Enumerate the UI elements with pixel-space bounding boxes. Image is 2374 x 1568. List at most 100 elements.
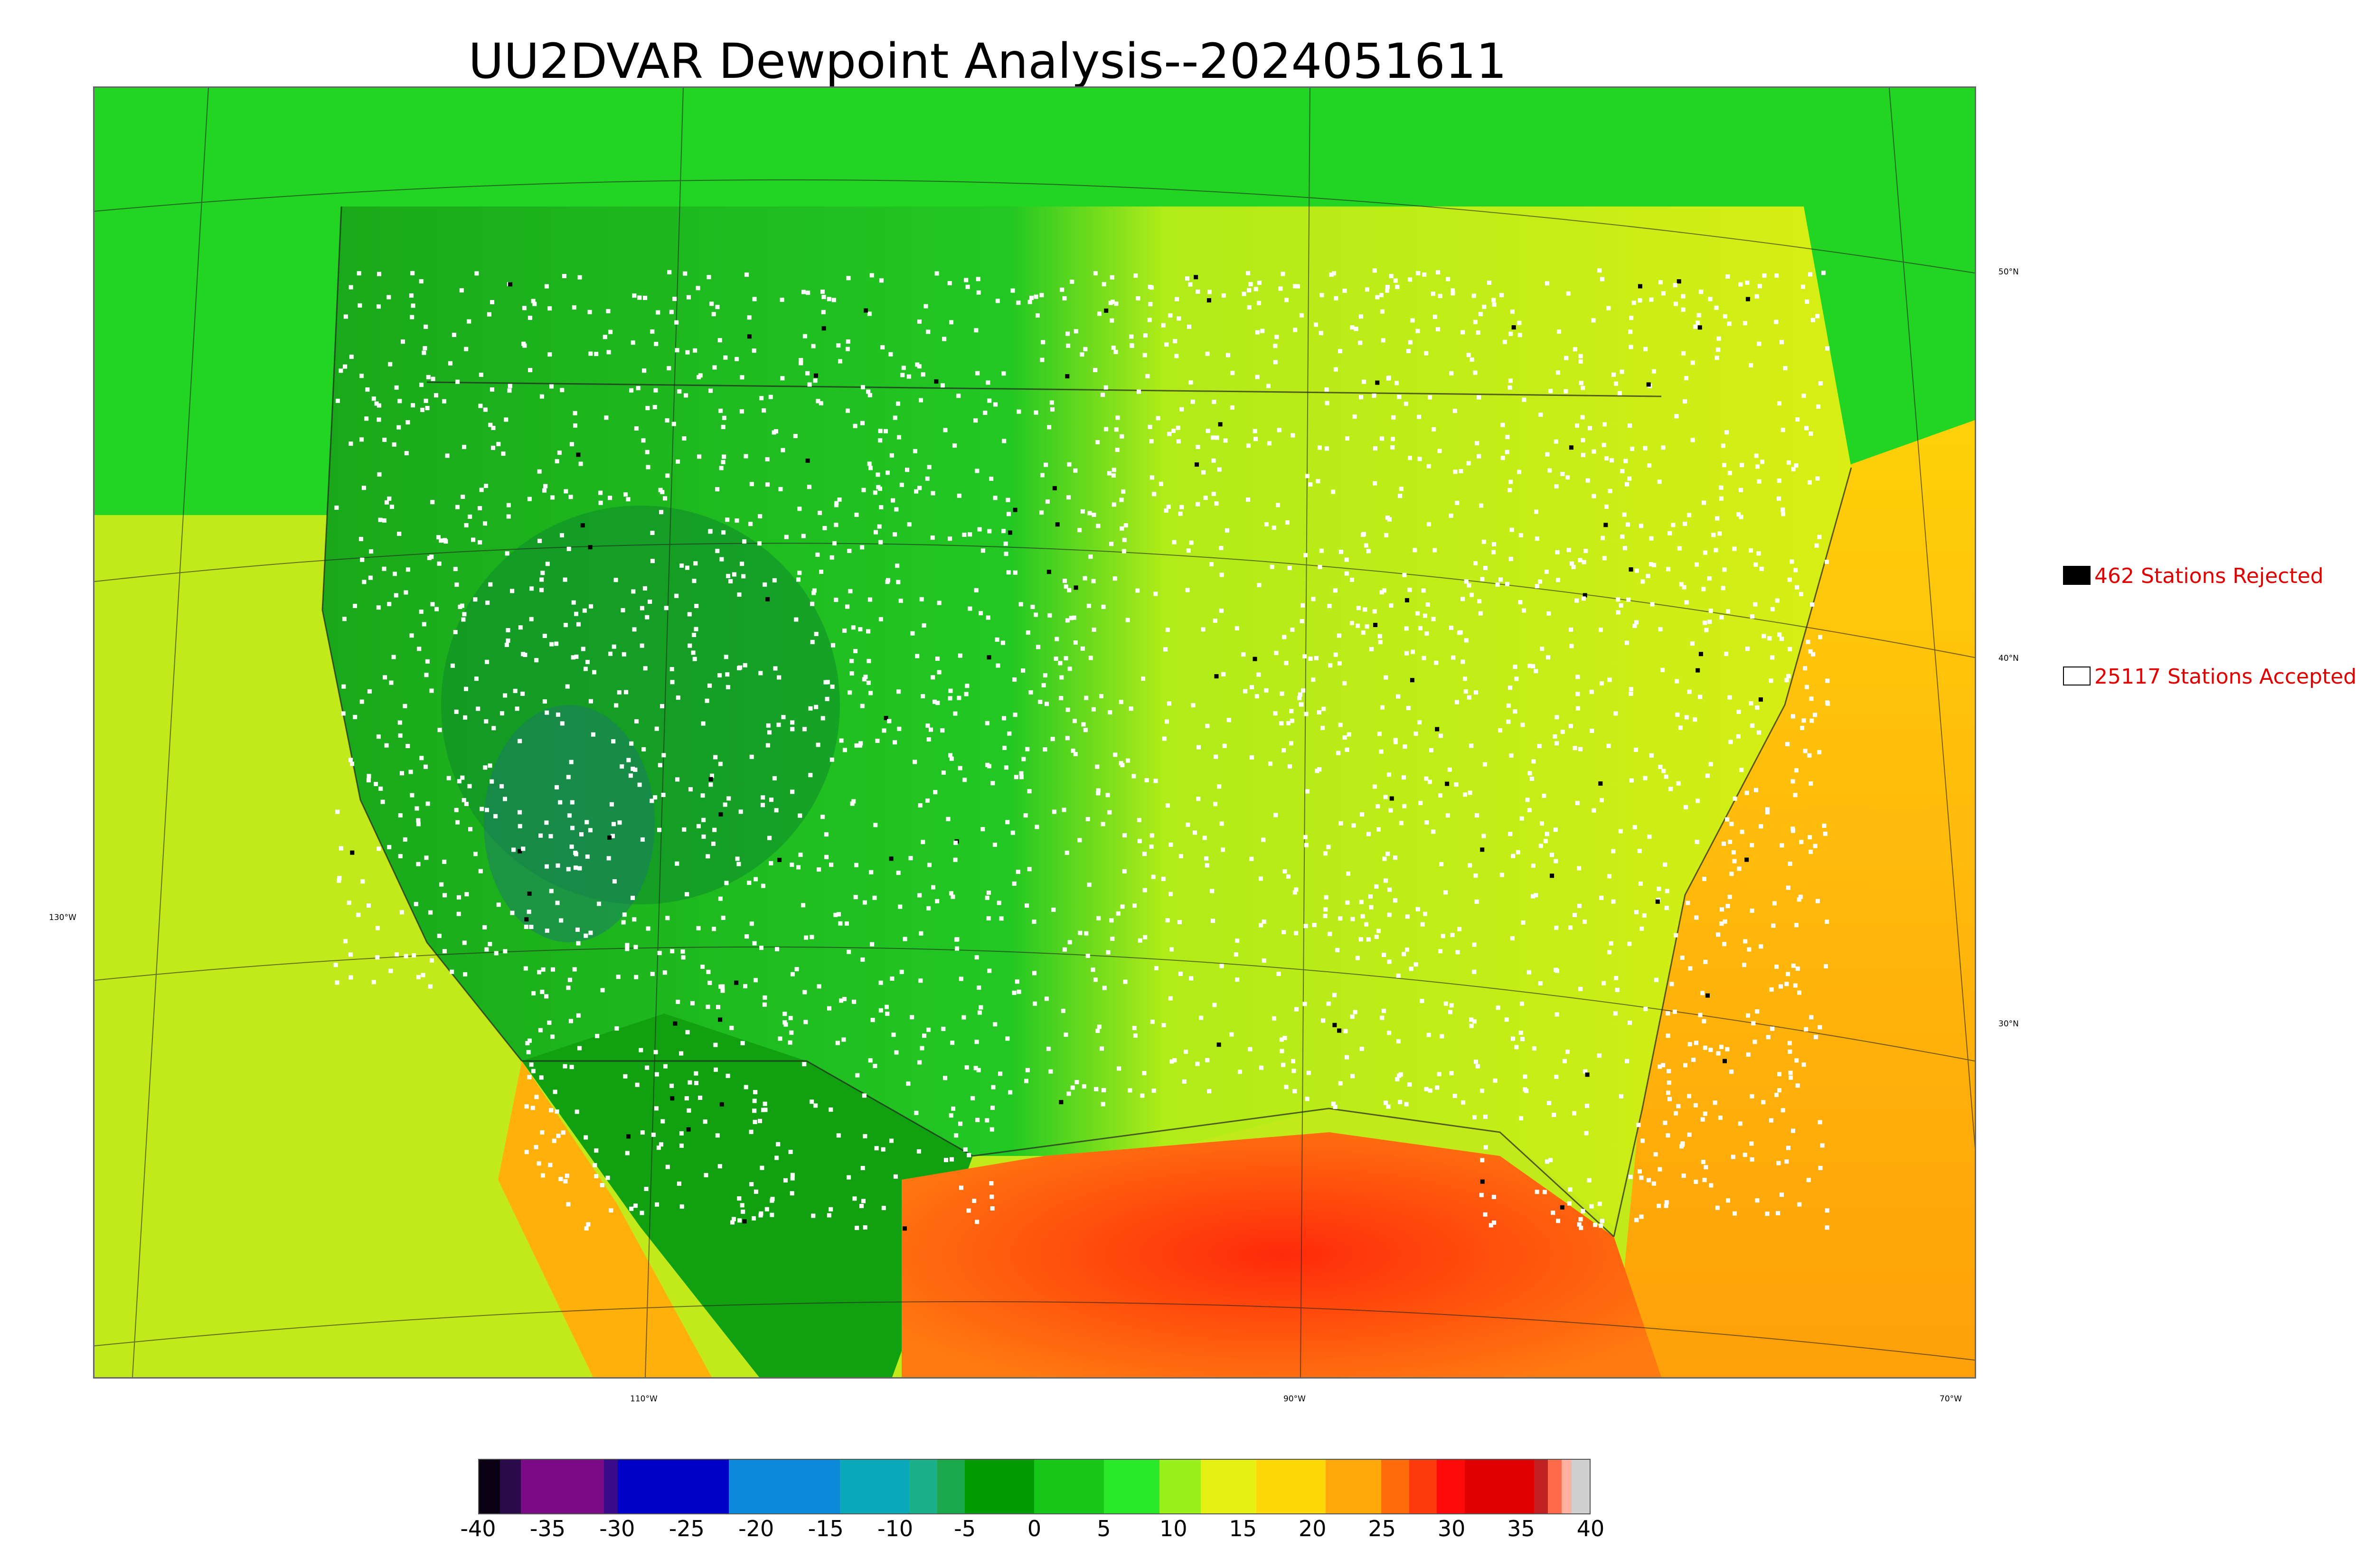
station-accepted — [1737, 866, 1742, 871]
station-accepted — [975, 1220, 980, 1224]
station-accepted — [1333, 588, 1338, 593]
station-accepted — [623, 1074, 628, 1079]
station-accepted — [1632, 624, 1637, 628]
station-accepted — [333, 963, 338, 967]
station-accepted — [1010, 288, 1015, 293]
station-accepted — [855, 1073, 860, 1078]
station-accepted — [910, 631, 915, 636]
station-rejected — [508, 282, 513, 287]
station-accepted — [1406, 706, 1411, 710]
station-rejected — [1059, 1100, 1064, 1105]
colorbar-segment — [1159, 1460, 1201, 1513]
station-accepted — [584, 1226, 589, 1231]
station-accepted — [1364, 543, 1368, 548]
station-accepted — [1280, 691, 1284, 696]
station-accepted — [534, 658, 539, 663]
station-accepted — [632, 293, 637, 298]
station-accepted — [1506, 703, 1511, 708]
station-accepted — [1611, 372, 1616, 377]
station-rejected — [527, 892, 532, 896]
station-accepted — [819, 401, 823, 405]
station-accepted — [1156, 416, 1160, 421]
station-accepted — [1466, 353, 1471, 357]
station-accepted — [1173, 339, 1178, 344]
colorbar-segment — [965, 1460, 1035, 1513]
station-accepted — [1391, 437, 1395, 441]
station-accepted — [1649, 562, 1653, 566]
station-accepted — [1687, 1132, 1692, 1137]
station-accepted — [712, 365, 717, 370]
station-accepted — [1382, 588, 1386, 593]
station-accepted — [1568, 1187, 1573, 1192]
station-accepted — [790, 1176, 795, 1181]
station-accepted — [1725, 817, 1730, 822]
station-accepted — [816, 742, 820, 747]
station-accepted — [1065, 707, 1070, 712]
station-accepted — [376, 605, 381, 610]
station-accepted — [446, 776, 451, 780]
station-accepted — [930, 535, 935, 540]
station-accepted — [1795, 417, 1800, 422]
station-accepted — [1814, 543, 1819, 548]
station-accepted — [462, 940, 467, 945]
station-accepted — [563, 577, 567, 582]
station-accepted — [1429, 748, 1433, 752]
station-accepted — [1443, 890, 1448, 895]
station-accepted — [1072, 719, 1077, 723]
station-accepted — [603, 335, 607, 339]
station-accepted — [1015, 979, 1019, 984]
station-accepted — [893, 740, 897, 745]
station-accepted — [1436, 270, 1441, 275]
station-accepted — [808, 773, 813, 778]
station-accepted — [926, 737, 931, 742]
station-accepted — [1290, 628, 1295, 632]
station-accepted — [1003, 541, 1008, 546]
station-rejected — [1723, 1059, 1727, 1063]
station-accepted — [854, 863, 858, 867]
station-accepted — [793, 434, 798, 438]
station-accepted — [1703, 620, 1707, 625]
accepted-label: 25117 Stations Accepted — [2094, 665, 2357, 689]
station-accepted — [1024, 1079, 1028, 1083]
station-accepted — [1632, 825, 1637, 830]
station-accepted — [1149, 845, 1154, 849]
station-accepted — [1034, 410, 1038, 415]
station-accepted — [1774, 273, 1779, 278]
station-accepted — [631, 340, 635, 345]
station-accepted — [696, 926, 701, 930]
station-accepted — [503, 949, 508, 954]
station-accepted — [1222, 743, 1227, 748]
station-accepted — [1122, 869, 1127, 873]
station-accepted — [411, 403, 415, 408]
station-accepted — [851, 625, 856, 630]
station-accepted — [1507, 385, 1512, 390]
station-accepted — [1519, 1116, 1524, 1121]
station-accepted — [1629, 687, 1633, 692]
station-accepted — [544, 284, 549, 289]
colorbar-tick-label: 5 — [1097, 1516, 1111, 1541]
station-accepted — [921, 694, 925, 699]
station-accepted — [813, 1103, 818, 1108]
station-accepted — [1461, 1100, 1466, 1105]
station-accepted — [1809, 781, 1813, 786]
station-accepted — [860, 704, 865, 708]
station-accepted — [1225, 353, 1230, 357]
station-accepted — [1469, 1023, 1474, 1028]
station-accepted — [709, 301, 714, 306]
station-accepted — [397, 399, 402, 404]
station-accepted — [577, 866, 582, 871]
station-accepted — [893, 1174, 898, 1179]
station-accepted — [626, 758, 631, 762]
station-accepted — [359, 437, 364, 442]
station-accepted — [1575, 706, 1580, 711]
station-accepted — [931, 491, 935, 496]
station-accepted — [1029, 295, 1034, 300]
station-accepted — [863, 675, 868, 679]
station-accepted — [445, 453, 450, 458]
station-accepted — [1347, 732, 1351, 737]
station-accepted — [1423, 613, 1427, 618]
station-accepted — [790, 720, 795, 725]
station-rejected — [1705, 993, 1710, 998]
station-accepted — [1086, 603, 1091, 608]
station-accepted — [1396, 694, 1401, 699]
